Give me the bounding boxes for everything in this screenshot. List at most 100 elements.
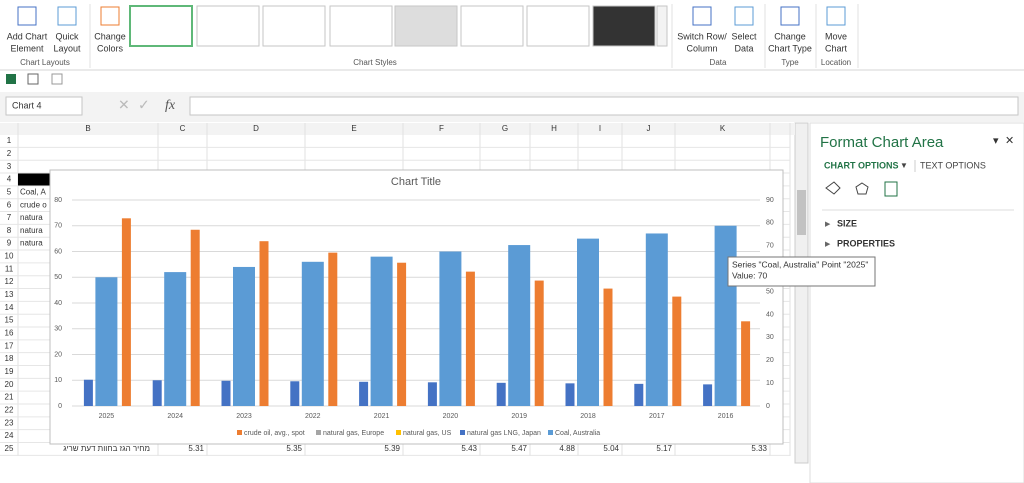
bar[interactable] (496, 382, 506, 406)
bar[interactable] (190, 229, 200, 406)
bar[interactable] (164, 272, 187, 406)
bar[interactable] (534, 280, 544, 406)
button-icon[interactable] (734, 6, 754, 26)
button-label[interactable]: Chart Type (768, 43, 812, 53)
style-thumb[interactable] (460, 5, 524, 47)
styles-scroll[interactable] (656, 5, 668, 47)
scroll-thumb[interactable] (797, 190, 806, 235)
name-box[interactable] (5, 96, 83, 116)
button-icon[interactable] (17, 6, 37, 26)
bar[interactable] (233, 266, 255, 406)
bar[interactable] (439, 251, 462, 407)
bar[interactable] (565, 383, 575, 406)
preview-icon[interactable] (51, 73, 63, 85)
bar[interactable] (397, 262, 407, 406)
bar[interactable] (645, 233, 668, 406)
bar[interactable] (672, 296, 682, 406)
legend-swatch (460, 430, 465, 435)
formula-bar[interactable] (189, 96, 1019, 116)
button-label[interactable]: Data (734, 43, 753, 53)
button-label[interactable]: Move (825, 31, 847, 41)
section-arrow[interactable]: ▶ (825, 221, 831, 228)
row-header: 10 (5, 252, 14, 261)
button-icon[interactable] (100, 6, 120, 26)
column-header: G (502, 124, 508, 133)
button-label[interactable]: Layout (53, 43, 81, 53)
y-tick-label: 30 (54, 326, 62, 333)
button-label[interactable]: Switch Row/ (677, 31, 727, 41)
pane-close[interactable]: ✕ (1005, 135, 1014, 147)
row-header: 11 (5, 264, 14, 273)
legend-label[interactable]: crude oil, avg., spot (244, 430, 305, 437)
style-thumb[interactable] (129, 5, 193, 47)
bar[interactable] (95, 277, 118, 406)
y-tick-label: 20 (54, 351, 62, 358)
style-thumb[interactable] (526, 5, 590, 47)
column-header: H (551, 124, 557, 133)
bar[interactable] (301, 261, 324, 406)
bar[interactable] (508, 245, 531, 406)
legend-swatch (316, 430, 321, 435)
legend-label[interactable]: Coal, Australia (555, 430, 600, 437)
pane-tab[interactable]: CHART OPTIONS (824, 160, 899, 170)
bar[interactable] (603, 288, 613, 406)
bar[interactable] (714, 225, 737, 406)
pane-menu[interactable]: ▾ (993, 135, 999, 147)
bar[interactable] (370, 256, 393, 406)
pane-tab[interactable]: TEXT OPTIONS (920, 160, 986, 170)
bar[interactable] (634, 383, 644, 406)
button-label[interactable]: Colors (97, 43, 124, 53)
button-icon[interactable] (57, 6, 77, 26)
bar[interactable] (290, 381, 300, 406)
size-icon[interactable] (884, 181, 898, 197)
tooltip-line: Value: 70 (732, 270, 768, 280)
button-label[interactable]: Change (774, 31, 806, 41)
enter-icon[interactable]: ✓ (138, 97, 150, 113)
style-thumb[interactable] (196, 5, 260, 47)
bar[interactable] (577, 238, 599, 406)
button-label[interactable]: Select (731, 31, 757, 41)
bar[interactable] (703, 384, 713, 406)
button-label[interactable]: Column (686, 43, 717, 53)
button-label[interactable]: Chart (825, 43, 848, 53)
button-label[interactable]: Element (10, 43, 44, 53)
bar[interactable] (465, 271, 475, 406)
button-label[interactable]: Quick (55, 31, 79, 41)
legend-label[interactable]: natural gas, US (403, 430, 452, 437)
cancel-icon[interactable]: ✕ (118, 97, 130, 113)
bar[interactable] (152, 380, 162, 406)
effects-icon[interactable] (855, 182, 869, 195)
section-arrow[interactable]: ▶ (825, 241, 831, 248)
section-label[interactable]: PROPERTIES (837, 238, 895, 248)
group-label: Type (781, 58, 799, 67)
bar[interactable] (121, 218, 131, 406)
legend-label[interactable]: natural gas LNG, Japan (467, 430, 541, 437)
print-icon[interactable] (27, 73, 39, 85)
button-icon[interactable] (780, 6, 800, 26)
scrollbar[interactable] (794, 122, 809, 464)
button-icon[interactable] (826, 6, 846, 26)
section-label[interactable]: SIZE (837, 218, 857, 228)
bar[interactable] (328, 252, 338, 406)
x-tick-label: 2021 (374, 413, 390, 420)
fx-icon[interactable]: fx (165, 98, 176, 113)
group-label: Chart Layouts (20, 58, 70, 67)
bar[interactable] (359, 381, 369, 406)
button-label[interactable]: Change (94, 31, 126, 41)
bar[interactable] (741, 321, 751, 406)
style-thumb[interactable] (394, 5, 458, 47)
save-icon[interactable] (6, 74, 16, 84)
fill-icon[interactable] (825, 181, 841, 195)
bar[interactable] (83, 379, 93, 406)
bar[interactable] (259, 241, 269, 406)
style-thumb[interactable] (262, 5, 326, 47)
bar[interactable] (427, 382, 437, 406)
button-label[interactable]: Add Chart (7, 31, 48, 41)
button-icon[interactable] (692, 6, 712, 26)
legend-swatch (548, 430, 553, 435)
bar[interactable] (221, 380, 231, 406)
style-thumb[interactable] (592, 5, 656, 47)
style-thumb[interactable] (329, 5, 393, 47)
legend-label[interactable]: natural gas, Europe (323, 430, 384, 437)
cell-b4 (18, 173, 50, 186)
